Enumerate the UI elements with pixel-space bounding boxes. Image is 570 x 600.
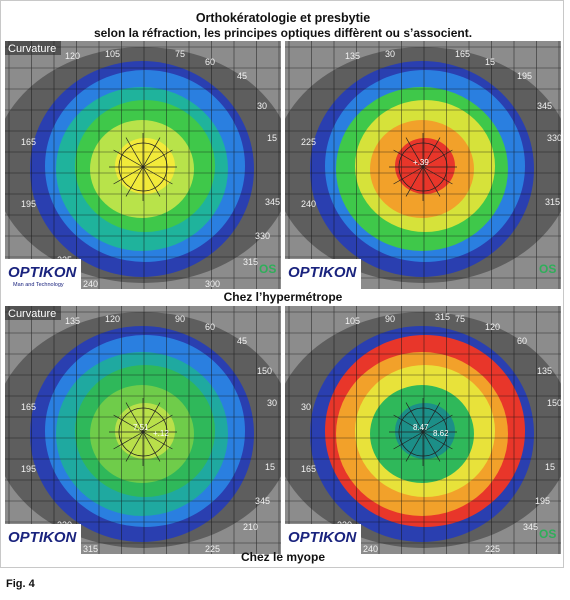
corner-label-bg (5, 306, 61, 320)
center-reticle (389, 398, 457, 466)
axis-label: 195 (517, 71, 532, 81)
axis-label: 45 (237, 336, 247, 346)
corner-label-bg (5, 41, 61, 55)
figure-title: Orthokératologie et presbytie (195, 11, 371, 25)
axis-label: 225 (301, 137, 316, 147)
brand-logo-bg (285, 524, 361, 554)
eye-side-label: OS (539, 262, 556, 276)
grid-overlay (285, 41, 561, 289)
axis-label: 120 (65, 51, 80, 61)
axis-label: 195 (535, 496, 550, 506)
brand-logo-bg (5, 259, 81, 289)
axis-label: 105 (345, 316, 360, 326)
axis-label: 60 (517, 336, 527, 346)
axis-label: 15 (267, 133, 277, 143)
topography-svg: 1351209060451503016519515345210330225315… (5, 306, 281, 554)
map-type-label: Curvature (8, 308, 56, 320)
topography-svg: 135 30 165 15 195 345 330 225 240 315 +.39 OPTIKON O… (285, 41, 561, 289)
map-type-label: Curvature (8, 43, 56, 55)
axis-label: 165 (21, 137, 36, 147)
center-value: +.12 (153, 429, 169, 438)
brand-logo: OPTIKON (8, 529, 78, 546)
brand-logo: OPTIKON (288, 529, 358, 546)
center-value: 7.51 (133, 423, 149, 432)
brand-logo: OPTIKON (8, 264, 78, 281)
topography-svg: 1201057560453015165195345330315225300240… (5, 41, 281, 289)
axis-label: 30 (385, 49, 395, 59)
axis-label: 225 (485, 544, 500, 554)
topography-map-top-right: 135 30 165 15 195 345 330 225 240 315 +.39 OPTIKON O… (285, 41, 561, 289)
axis-label: 315 (83, 544, 98, 554)
caption-myope: Chez le myope (240, 550, 326, 564)
axis-label: 315 (545, 197, 560, 207)
axis-label: 15 (545, 462, 555, 472)
axis-label: 90 (385, 314, 395, 324)
axis-label: 105 (105, 49, 120, 59)
axis-label: 30 (257, 101, 267, 111)
axis-label: 150 (257, 366, 272, 376)
axis-label: 240 (301, 199, 316, 209)
center-value: 8.62 (433, 429, 449, 438)
center-reticle (109, 398, 177, 466)
axis-label: 15 (265, 462, 275, 472)
figure-number: Fig. 4 (6, 578, 35, 590)
caption-hyperope: Chez l’hypermétrope (223, 290, 343, 304)
axis-label: 195 (21, 199, 36, 209)
axis-label: 45 (237, 71, 247, 81)
eye-side-label: OS (539, 527, 556, 541)
axis-label: 60 (205, 57, 215, 67)
axis-label: 315 (435, 312, 450, 322)
axis-label: 330 (547, 133, 561, 143)
brand-logo-bg (5, 524, 81, 554)
axis-label: 30 (301, 402, 311, 412)
center-reticle (109, 133, 177, 201)
center-value: +.39 (413, 158, 429, 167)
axis-label: 165 (301, 464, 316, 474)
axis-label: 195 (21, 464, 36, 474)
topography-svg: 1059075120601351503016515195345330225240… (285, 306, 561, 554)
axis-label: 165 (455, 49, 470, 59)
axis-label: 75 (455, 314, 465, 324)
center-reticle (389, 133, 457, 201)
axis-label: 120 (105, 314, 120, 324)
axis-label: 300 (205, 279, 220, 289)
axis-label: 135 (537, 366, 552, 376)
topography-map-top-left: 1201057560453015165195345330315225300240… (5, 41, 281, 289)
axis-label: 90 (175, 314, 185, 324)
brand-logo: OPTIKON (288, 264, 358, 281)
brand-logo-bg (285, 259, 361, 289)
axis-label: 165 (21, 402, 36, 412)
axis-label: 345 (537, 101, 552, 111)
axis-label: 225 (205, 544, 220, 554)
figure-frame: Orthokératologie et presbytie selon la r… (0, 0, 564, 568)
axis-label: 345 (255, 496, 270, 506)
axis-label: 240 (363, 544, 378, 554)
axis-label: 135 (65, 316, 80, 326)
axis-label: 240 (83, 279, 98, 289)
axis-label: 120 (485, 322, 500, 332)
axis-label: 345 (265, 197, 280, 207)
brand-tagline: Man and Technology (13, 282, 64, 288)
axis-label: 60 (205, 322, 215, 332)
axis-label: 210 (243, 522, 258, 532)
topography-map-bottom-left: 1351209060451503016519515345210330225315… (5, 306, 281, 554)
axis-label: 330 (255, 231, 270, 241)
topography-map-bottom-right: 1059075120601351503016515195345330225240… (285, 306, 561, 554)
figure-subtitle: selon la réfraction, les principes optiq… (93, 26, 473, 40)
axis-label: 315 (243, 257, 258, 267)
axis-label: 75 (175, 49, 185, 59)
axis-label: 345 (523, 522, 538, 532)
axis-label: 30 (267, 398, 277, 408)
axis-label: 135 (345, 51, 360, 61)
eye-side-label: OS (259, 262, 276, 276)
axis-label: 15 (485, 57, 495, 67)
center-value: 8.47 (413, 423, 429, 432)
axis-label: 150 (547, 398, 561, 408)
